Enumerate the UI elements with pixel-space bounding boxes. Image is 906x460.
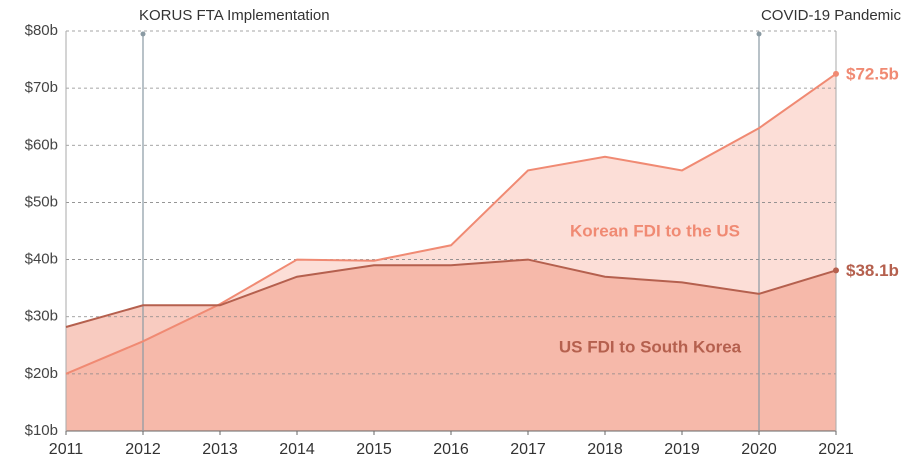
value-label: $38.1b (846, 261, 899, 280)
y-tick-label: $20b (25, 365, 58, 382)
end-dot (833, 267, 839, 274)
y-tick-label: $10b (25, 422, 58, 439)
x-tick-label: 2016 (433, 441, 469, 458)
x-tick-label: 2014 (279, 441, 315, 458)
x-tick-label: 2012 (125, 441, 161, 458)
y-tick-label: $80b (25, 22, 58, 39)
x-tick-label: 2011 (49, 441, 84, 458)
y-tick-label: $50b (25, 193, 58, 210)
x-tick-label: 2021 (818, 441, 854, 458)
x-tick-label: 2015 (356, 441, 392, 458)
annotation-label: KORUS FTA Implementation (139, 7, 330, 24)
y-tick-label: $30b (25, 308, 58, 325)
y-tick-label: $60b (25, 136, 58, 153)
series-label: US FDI to South Korea (559, 337, 742, 356)
area (66, 259, 836, 431)
x-tick-label: 2020 (741, 441, 777, 458)
end-dot (833, 70, 839, 77)
x-tick-label: 2017 (510, 441, 546, 458)
x-tick-label: 2013 (202, 441, 238, 458)
annotation-label: COVID-19 Pandemic (761, 7, 902, 24)
series-label: Korean FDI to the US (570, 221, 740, 240)
x-tick-label: 2018 (587, 441, 623, 458)
line (65, 73, 837, 375)
value-label: $72.5b (846, 64, 899, 83)
y-tick-label: $70b (25, 79, 58, 96)
y-tick-label: $40b (25, 251, 58, 268)
annotation-dot (140, 31, 146, 37)
area (66, 73, 836, 431)
line (65, 258, 837, 328)
annotation-dot (756, 31, 762, 37)
x-tick-label: 2019 (664, 441, 700, 458)
